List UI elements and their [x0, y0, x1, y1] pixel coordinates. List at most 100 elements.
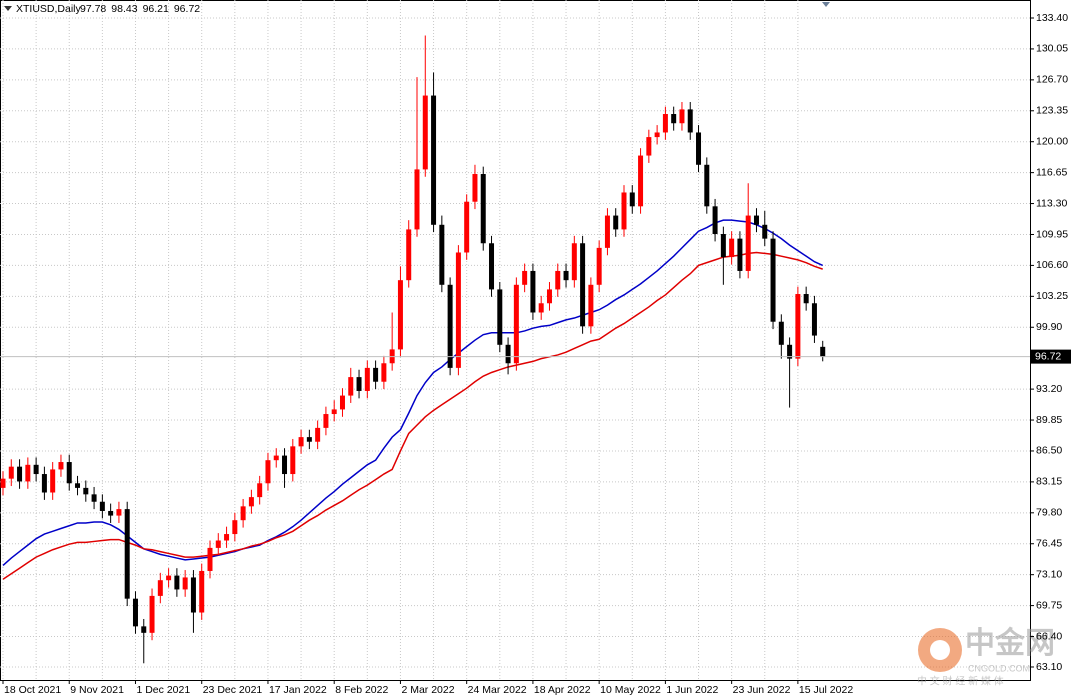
candle-body — [745, 215, 751, 271]
scroll-marker — [822, 2, 830, 7]
candle-body — [124, 509, 130, 599]
candle-body — [182, 577, 188, 590]
candle-body — [762, 224, 768, 239]
candle-body — [190, 577, 196, 613]
marks — [0, 35, 826, 664]
y-tick-label: 116.65 — [1036, 166, 1067, 178]
candle-body — [803, 294, 809, 304]
candle-body — [58, 462, 64, 470]
candle-body — [306, 437, 312, 442]
candle-body — [397, 280, 403, 350]
candle-body — [472, 174, 478, 202]
x-tick-label: 15 Jul 2022 — [799, 684, 853, 696]
candle-body — [795, 294, 801, 359]
candle-body — [99, 501, 105, 511]
candle-body — [33, 464, 39, 475]
candle-body — [356, 377, 362, 391]
y-tick-label: 103.25 — [1036, 290, 1068, 302]
candle-body — [621, 192, 627, 230]
candle-body — [257, 483, 263, 498]
candle-body — [555, 270, 561, 290]
y-tick-label: 93.20 — [1036, 383, 1062, 395]
watermark: 中金网 CNGOLD.COM 中 文 财 经 新 媒 体 — [917, 626, 1055, 688]
candle-body — [75, 483, 81, 488]
header-high: 98.43 — [111, 3, 137, 15]
candle-body — [696, 132, 702, 165]
candle-body — [157, 580, 163, 596]
candle-body — [422, 95, 428, 170]
candle-body — [662, 114, 668, 133]
candle-body — [364, 367, 370, 391]
candle-body — [489, 243, 495, 290]
y-tick-label: 66.40 — [1036, 630, 1062, 642]
y-tick-label: 73.10 — [1036, 568, 1062, 580]
candle-body — [571, 243, 577, 281]
candle-body — [339, 395, 345, 410]
y-tick-label: 79.80 — [1036, 507, 1062, 519]
candle-body — [25, 464, 31, 482]
candle-body — [737, 238, 743, 271]
candle-body — [298, 437, 304, 447]
candle-body — [174, 575, 180, 590]
candle-body — [522, 270, 528, 285]
y-tick-label: 123.35 — [1036, 105, 1068, 117]
y-tick-label: 109.95 — [1036, 228, 1068, 240]
candle-body — [820, 346, 826, 357]
candle-body — [282, 455, 288, 475]
x-tick-label: 1 Dec 2021 — [136, 684, 190, 696]
candle-body — [770, 238, 776, 322]
header-open: 97.78 — [80, 3, 106, 15]
candle-body — [323, 414, 329, 428]
y-tick-label: 133.40 — [1036, 12, 1068, 24]
candle-body — [538, 303, 544, 313]
x-tick-label: 9 Nov 2021 — [70, 684, 124, 696]
y-tick-label: 89.85 — [1036, 414, 1062, 426]
candle-body — [265, 460, 271, 484]
candle-body — [464, 201, 470, 253]
candle-body — [240, 506, 246, 521]
candle-body — [530, 270, 536, 313]
candle-body — [712, 206, 718, 235]
candle-body — [447, 284, 453, 368]
candle-body — [273, 455, 279, 461]
candle-body — [166, 575, 172, 581]
candle-body — [315, 427, 321, 442]
candle-body — [638, 155, 644, 207]
x-tick-label: 10 May 2022 — [600, 684, 661, 696]
y-tick-label: 69.75 — [1036, 599, 1062, 611]
candle-body — [455, 252, 461, 368]
y-tick-label: 86.50 — [1036, 445, 1062, 457]
candle-body — [513, 284, 519, 364]
candle-body — [331, 409, 337, 415]
y-tick-label: 126.70 — [1036, 74, 1068, 86]
candle-body — [414, 169, 420, 230]
x-tick-label: 23 Jun 2022 — [733, 684, 791, 696]
candle-body — [811, 303, 817, 336]
candle-body — [406, 229, 412, 281]
watermark-brand: 中金网 — [965, 626, 1055, 660]
moving-average-line — [2, 251, 823, 580]
candle-body — [373, 367, 379, 382]
candle-body — [116, 509, 122, 516]
candle-body — [439, 224, 445, 285]
y-tick-label: 99.90 — [1036, 321, 1062, 333]
candle-body — [290, 446, 296, 475]
moving-average-line — [2, 219, 824, 566]
y-tick-label: 120.00 — [1036, 135, 1068, 147]
candle-body — [787, 344, 793, 359]
candle-body — [17, 466, 23, 482]
candle-body — [132, 598, 138, 627]
candle-body — [687, 109, 693, 133]
candle-body — [580, 243, 586, 327]
header-close: 96.72 — [174, 3, 200, 15]
candle-body — [8, 466, 14, 479]
candle-body — [753, 215, 759, 225]
candle-body — [108, 510, 114, 516]
watermark-slogan: 中 文 财 经 新 媒 体 — [917, 675, 1004, 688]
candle-body — [654, 132, 660, 138]
x-tick-label: 18 Oct 2021 — [4, 684, 61, 696]
candle-body — [66, 462, 72, 484]
candle-body — [381, 363, 387, 382]
candle-body — [431, 95, 437, 225]
candle-body — [91, 494, 97, 502]
